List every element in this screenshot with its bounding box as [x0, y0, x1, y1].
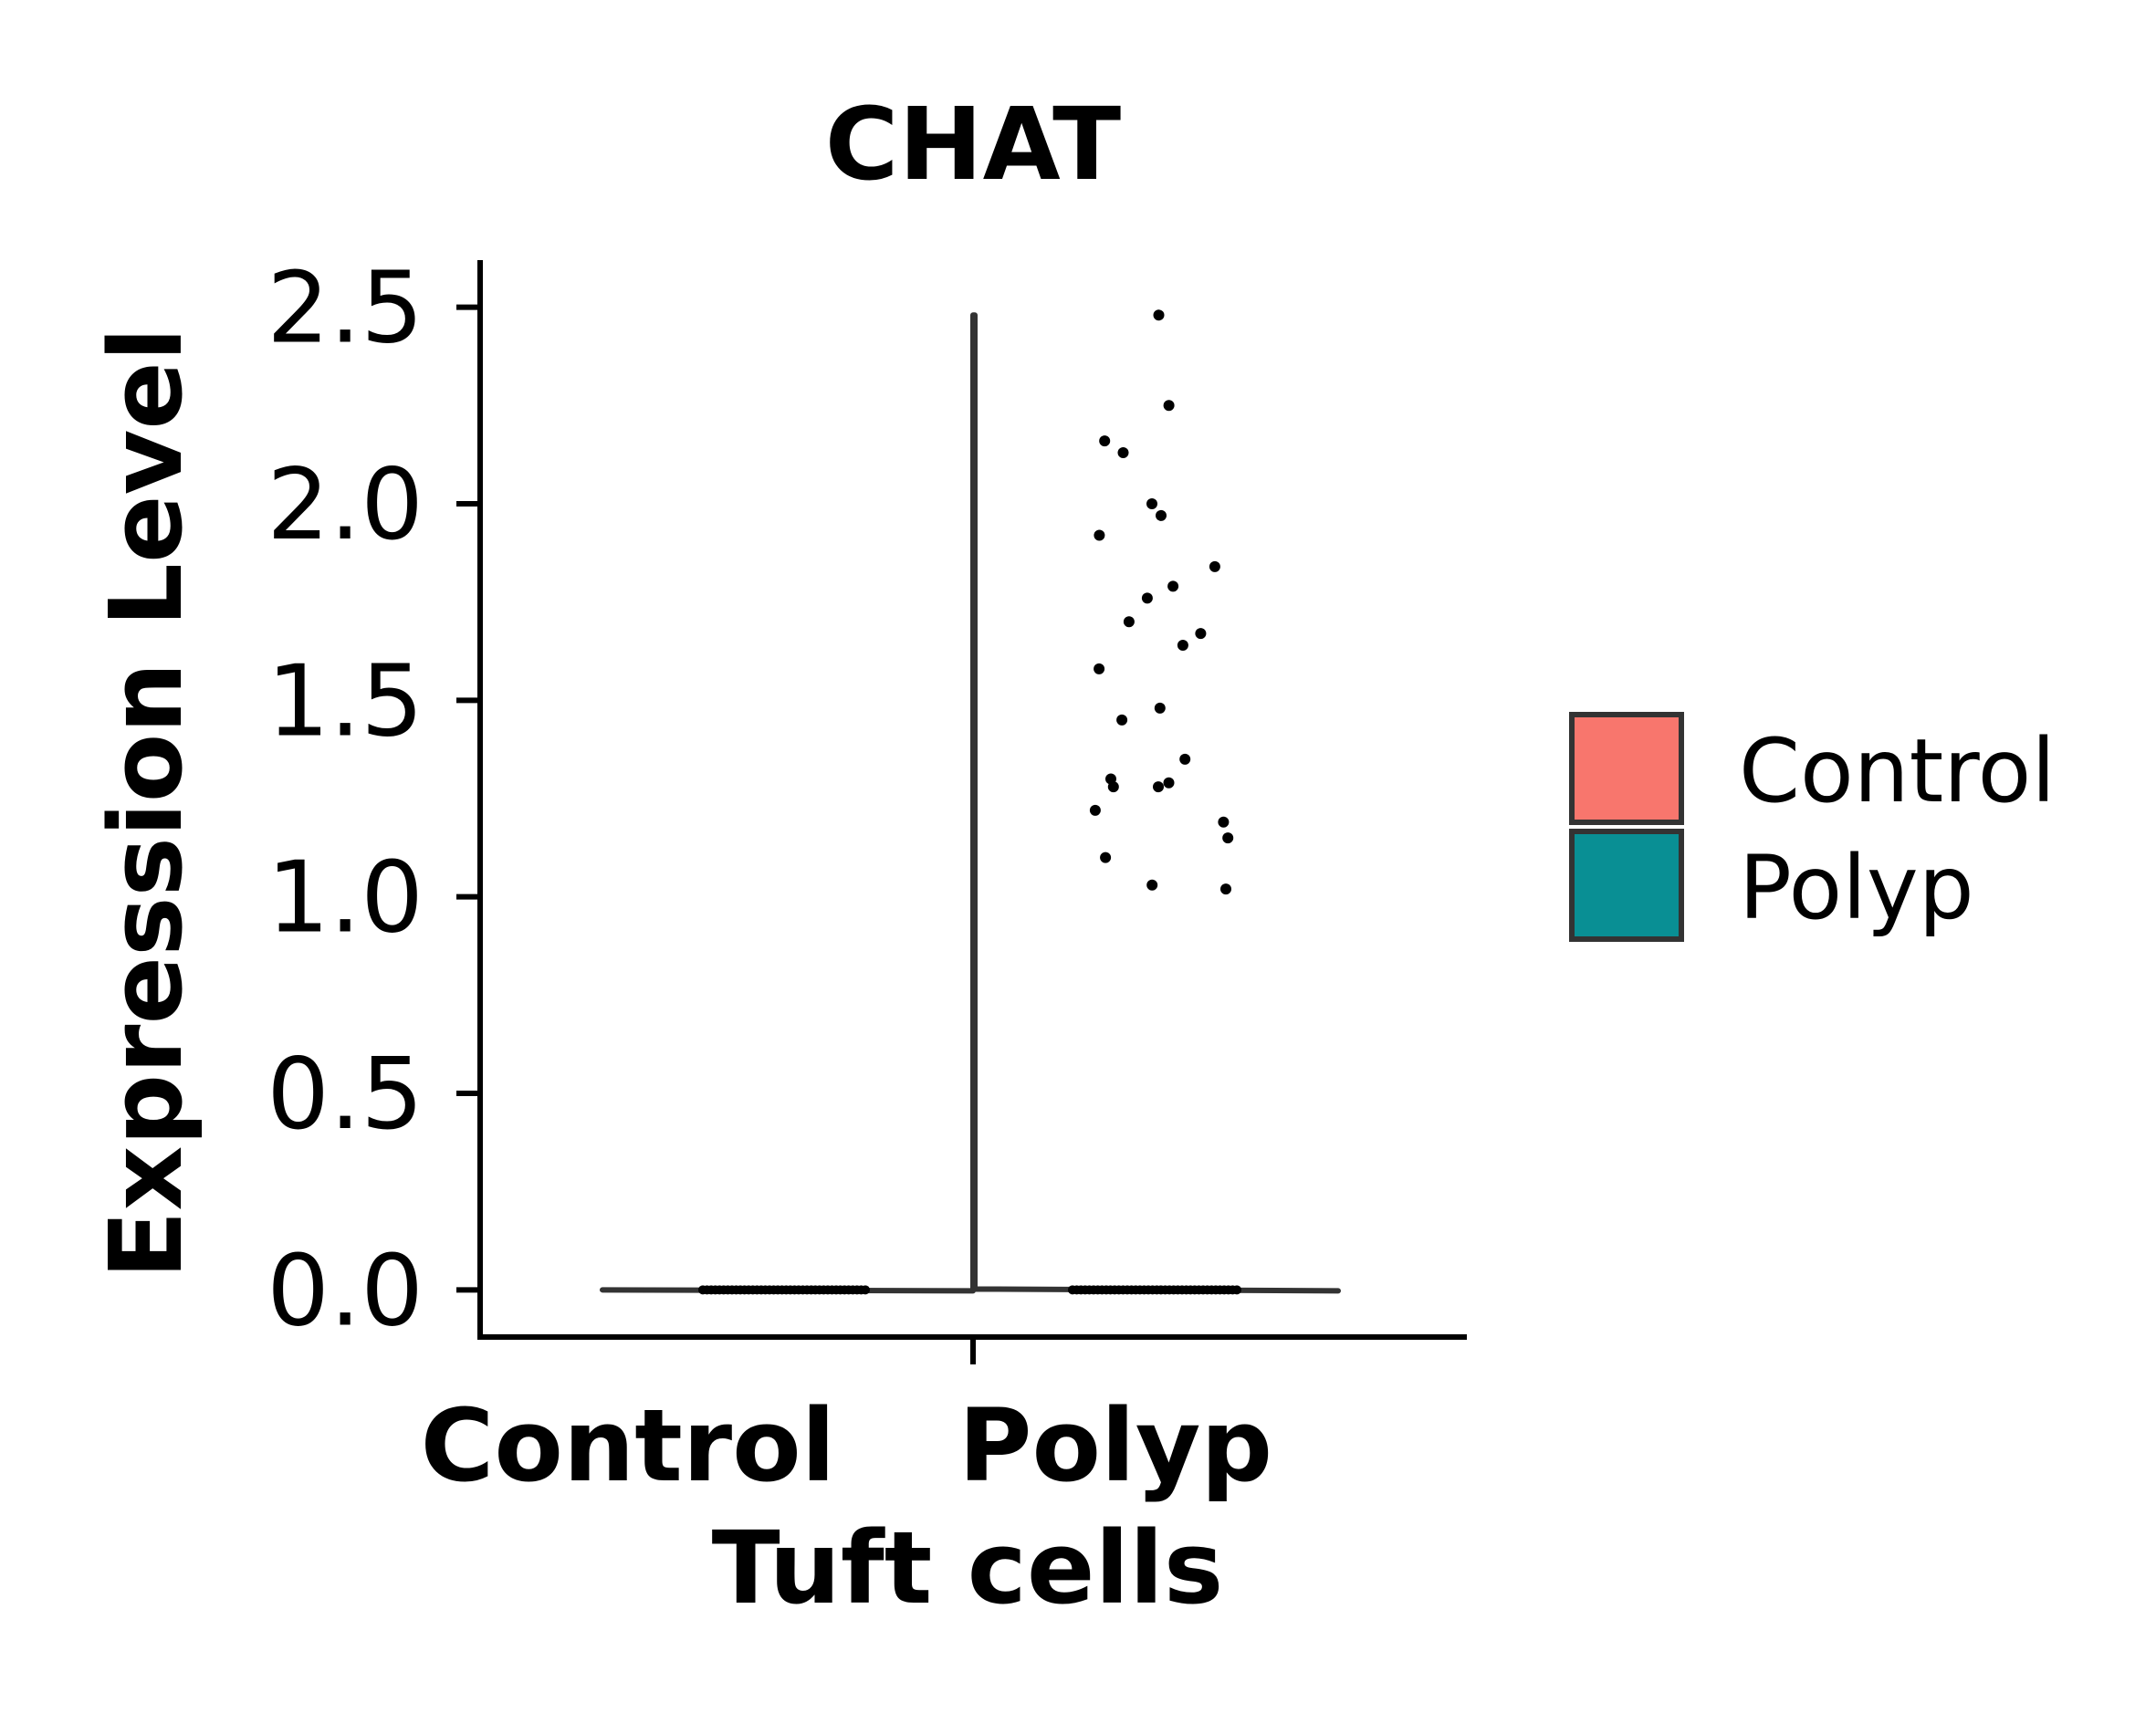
legend: Control Polyp	[1569, 712, 2056, 942]
y-tick-label: 0.5	[267, 1038, 424, 1152]
axes	[456, 260, 1467, 1364]
data-point	[1089, 804, 1101, 816]
data-point	[1141, 592, 1153, 604]
data-point	[1195, 628, 1207, 640]
y-tick-label: 2.5	[267, 252, 424, 366]
data-point	[1107, 781, 1119, 793]
data-point	[1218, 816, 1230, 828]
chart-title: CHAT	[825, 86, 1121, 203]
data-point	[1116, 714, 1128, 726]
data-point	[1123, 616, 1135, 628]
x-tick-label: Polyp	[958, 1387, 1272, 1504]
data-point	[1156, 509, 1167, 521]
data-point	[1163, 400, 1175, 412]
data-point	[1222, 832, 1234, 844]
data-point	[1100, 852, 1112, 863]
data-point	[1099, 435, 1111, 447]
x-axis-title: Tuft cells	[712, 1510, 1224, 1626]
y-tick-label: 1.0	[267, 841, 424, 956]
legend-swatch-control	[1569, 712, 1684, 825]
x-tick-label: Control	[421, 1387, 836, 1504]
violin-polyp	[970, 312, 1341, 1294]
data-point	[1220, 883, 1231, 895]
violins	[600, 312, 1341, 1294]
jitter-points	[698, 309, 1241, 1295]
data-point	[861, 1285, 870, 1295]
x-tick-labels: Control Polyp	[421, 1387, 1273, 1504]
data-point	[1232, 1285, 1241, 1295]
data-point	[1146, 498, 1157, 509]
data-point	[1117, 447, 1129, 458]
legend-swatch-polyp	[1569, 829, 1684, 942]
data-point	[1153, 309, 1165, 321]
data-point	[1094, 529, 1105, 541]
y-tick-labels: 0.0 0.5 1.0 1.5 2.0 2.5	[267, 252, 424, 1349]
data-point	[1154, 702, 1166, 714]
data-point	[1209, 560, 1220, 572]
data-point	[1094, 663, 1105, 674]
legend-label-polyp: Polyp	[1739, 837, 1974, 939]
data-point	[1179, 753, 1191, 765]
y-tick-label: 0.0	[267, 1234, 424, 1348]
data-point	[1177, 640, 1188, 651]
y-tick-label: 1.5	[267, 644, 424, 758]
data-point	[1167, 580, 1179, 592]
y-tick-label: 2.0	[267, 448, 424, 562]
legend-label-control: Control	[1739, 720, 2056, 822]
data-point	[1153, 781, 1164, 793]
data-point	[1163, 777, 1175, 789]
y-axis-title: Expression Level	[88, 327, 204, 1279]
data-point	[1146, 879, 1158, 891]
